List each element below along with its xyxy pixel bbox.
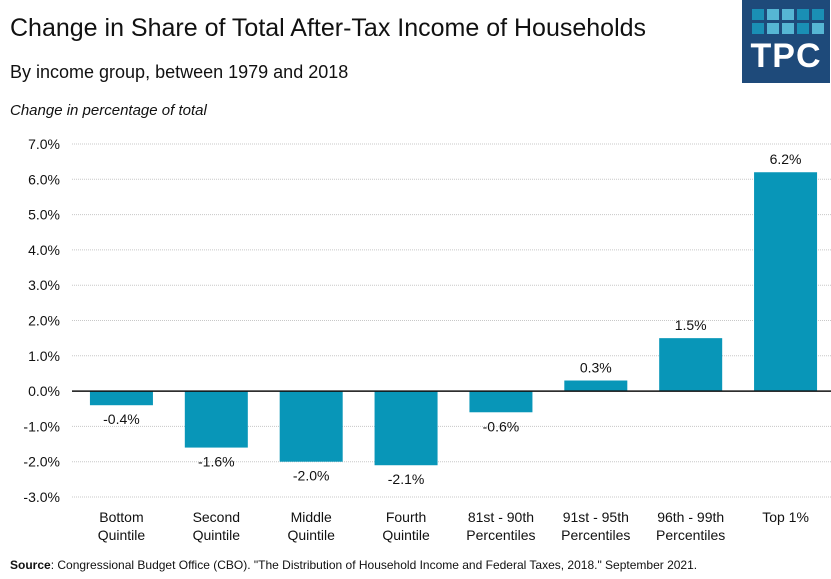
logo-tile xyxy=(752,9,764,20)
x-tick-label: Quintile xyxy=(193,527,241,543)
bar xyxy=(659,338,723,392)
logo-tile xyxy=(797,9,809,20)
data-label: -0.6% xyxy=(483,418,520,434)
bar xyxy=(754,172,818,392)
x-tick-label: Bottom xyxy=(99,509,143,525)
data-label: -2.1% xyxy=(388,471,425,487)
y-tick-label: -2.0% xyxy=(23,454,60,470)
y-tick-label: 7.0% xyxy=(28,136,60,152)
logo-tile-grid xyxy=(752,9,824,34)
x-tick-label: 91st - 95th xyxy=(563,509,629,525)
bars xyxy=(89,172,818,466)
x-tick-label: 96th - 99th xyxy=(657,509,724,525)
x-tick-label: Top 1% xyxy=(762,509,809,525)
data-label: -1.6% xyxy=(198,454,235,470)
bar xyxy=(374,391,438,466)
x-tick-label: Percentiles xyxy=(656,527,725,543)
bar xyxy=(469,391,533,413)
logo-tile xyxy=(767,9,779,20)
y-axis-ticks: 7.0% 6.0% 5.0% 4.0% 3.0% 2.0% 1.0% 0.0% -1.0% -2.… xyxy=(23,136,60,505)
x-tick-label: 81st - 90th xyxy=(468,509,534,525)
bar xyxy=(89,391,153,406)
tpc-logo: TPC xyxy=(742,0,830,83)
source-text: : Congressional Budget Office (CBO). "Th… xyxy=(50,558,698,572)
source-label: Source xyxy=(10,558,51,572)
logo-tile xyxy=(767,23,779,34)
logo-tile xyxy=(812,23,824,34)
logo-tile xyxy=(782,23,794,34)
y-tick-label: -1.0% xyxy=(23,418,60,434)
y-tick-label: 2.0% xyxy=(28,313,60,329)
x-tick-label: Fourth xyxy=(386,509,426,525)
logo-tile xyxy=(812,9,824,20)
x-axis-ticks: Bottom Quintile Second Quintile Middle Quinti… xyxy=(98,509,809,543)
data-label: 6.2% xyxy=(770,151,802,167)
logo-tile xyxy=(752,23,764,34)
x-tick-label: Percentiles xyxy=(561,527,630,543)
y-tick-label: 3.0% xyxy=(28,277,60,293)
logo-tile xyxy=(797,23,809,34)
x-tick-label: Middle xyxy=(291,509,332,525)
source-note: Source: Congressional Budget Office (CBO… xyxy=(10,558,697,572)
logo-text: TPC xyxy=(750,37,822,75)
y-tick-label: 6.0% xyxy=(28,171,60,187)
bar xyxy=(184,391,248,448)
x-tick-label: Quintile xyxy=(287,527,335,543)
x-tick-label: Quintile xyxy=(382,527,430,543)
data-label: 1.5% xyxy=(675,317,707,333)
y-tick-label: 5.0% xyxy=(28,207,60,223)
x-tick-label: Percentiles xyxy=(466,527,535,543)
y-axis-caption: Change in percentage of total xyxy=(10,102,207,119)
x-tick-label: Second xyxy=(193,509,240,525)
x-tick-label: Quintile xyxy=(98,527,146,543)
y-tick-label: 4.0% xyxy=(28,242,60,258)
y-tick-label: 0.0% xyxy=(28,383,60,399)
data-labels: -0.4% -1.6% -2.0% -2.1% -0.6% 0.3% 1.5% 6.2% xyxy=(103,151,801,487)
chart-subtitle: By income group, between 1979 and 2018 xyxy=(10,62,349,82)
bar xyxy=(564,380,628,392)
data-label: 0.3% xyxy=(580,360,612,376)
chart-title: Change in Share of Total After-Tax Incom… xyxy=(10,14,647,42)
data-label: -2.0% xyxy=(293,468,330,484)
bar xyxy=(279,391,343,462)
y-tick-label: 1.0% xyxy=(28,348,60,364)
logo-tile xyxy=(782,9,794,20)
data-label: -0.4% xyxy=(103,411,140,427)
y-tick-label: -3.0% xyxy=(23,489,60,505)
